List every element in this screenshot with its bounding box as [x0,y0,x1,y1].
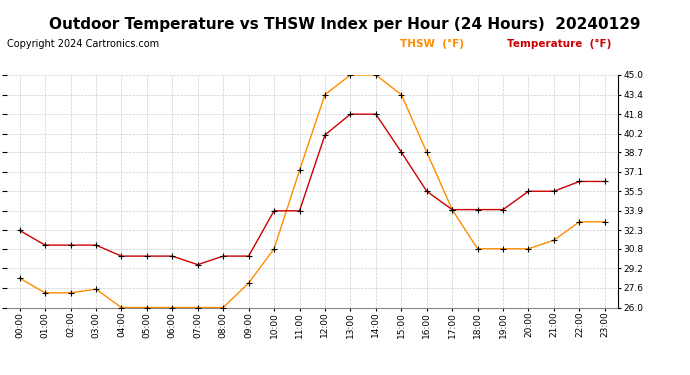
Text: Copyright 2024 Cartronics.com: Copyright 2024 Cartronics.com [7,39,159,50]
Text: Outdoor Temperature vs THSW Index per Hour (24 Hours)  20240129: Outdoor Temperature vs THSW Index per Ho… [49,17,641,32]
Text: Temperature  (°F): Temperature (°F) [507,39,611,50]
Text: THSW  (°F): THSW (°F) [400,39,464,50]
